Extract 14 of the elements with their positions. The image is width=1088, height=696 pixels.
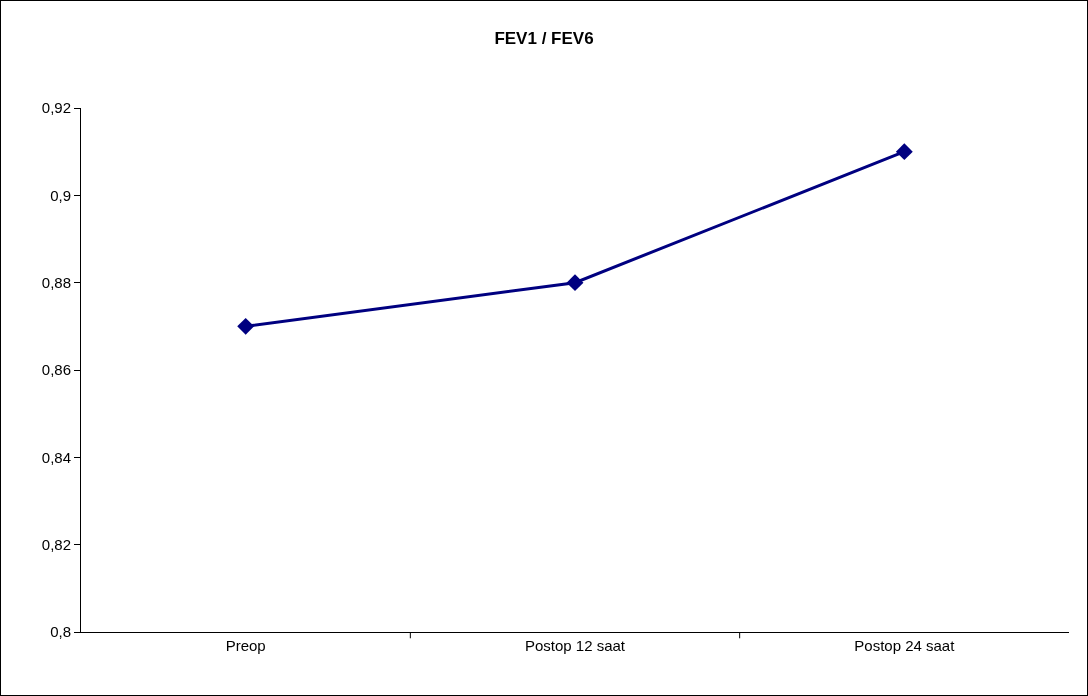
y-tick-label: 0,92 (41, 99, 71, 117)
x-tick-label: Postop 12 saat (524, 637, 626, 654)
y-tick-label: 0,82 (41, 535, 71, 553)
point (895, 143, 913, 161)
y-tick-label: 0,88 (41, 273, 71, 291)
x-tick-label: Preop (225, 637, 266, 654)
point (237, 317, 255, 335)
x-tick-label: Postop 24 saat (854, 637, 956, 654)
y-tick-label: 0,8 (50, 623, 71, 641)
point (566, 274, 584, 292)
chart-title: FEV1 / FEV6 (494, 29, 594, 49)
y-tick-label: 0,84 (41, 448, 71, 466)
y-tick-label: 0,9 (50, 186, 71, 204)
y-tick-label: 0,86 (41, 361, 71, 379)
